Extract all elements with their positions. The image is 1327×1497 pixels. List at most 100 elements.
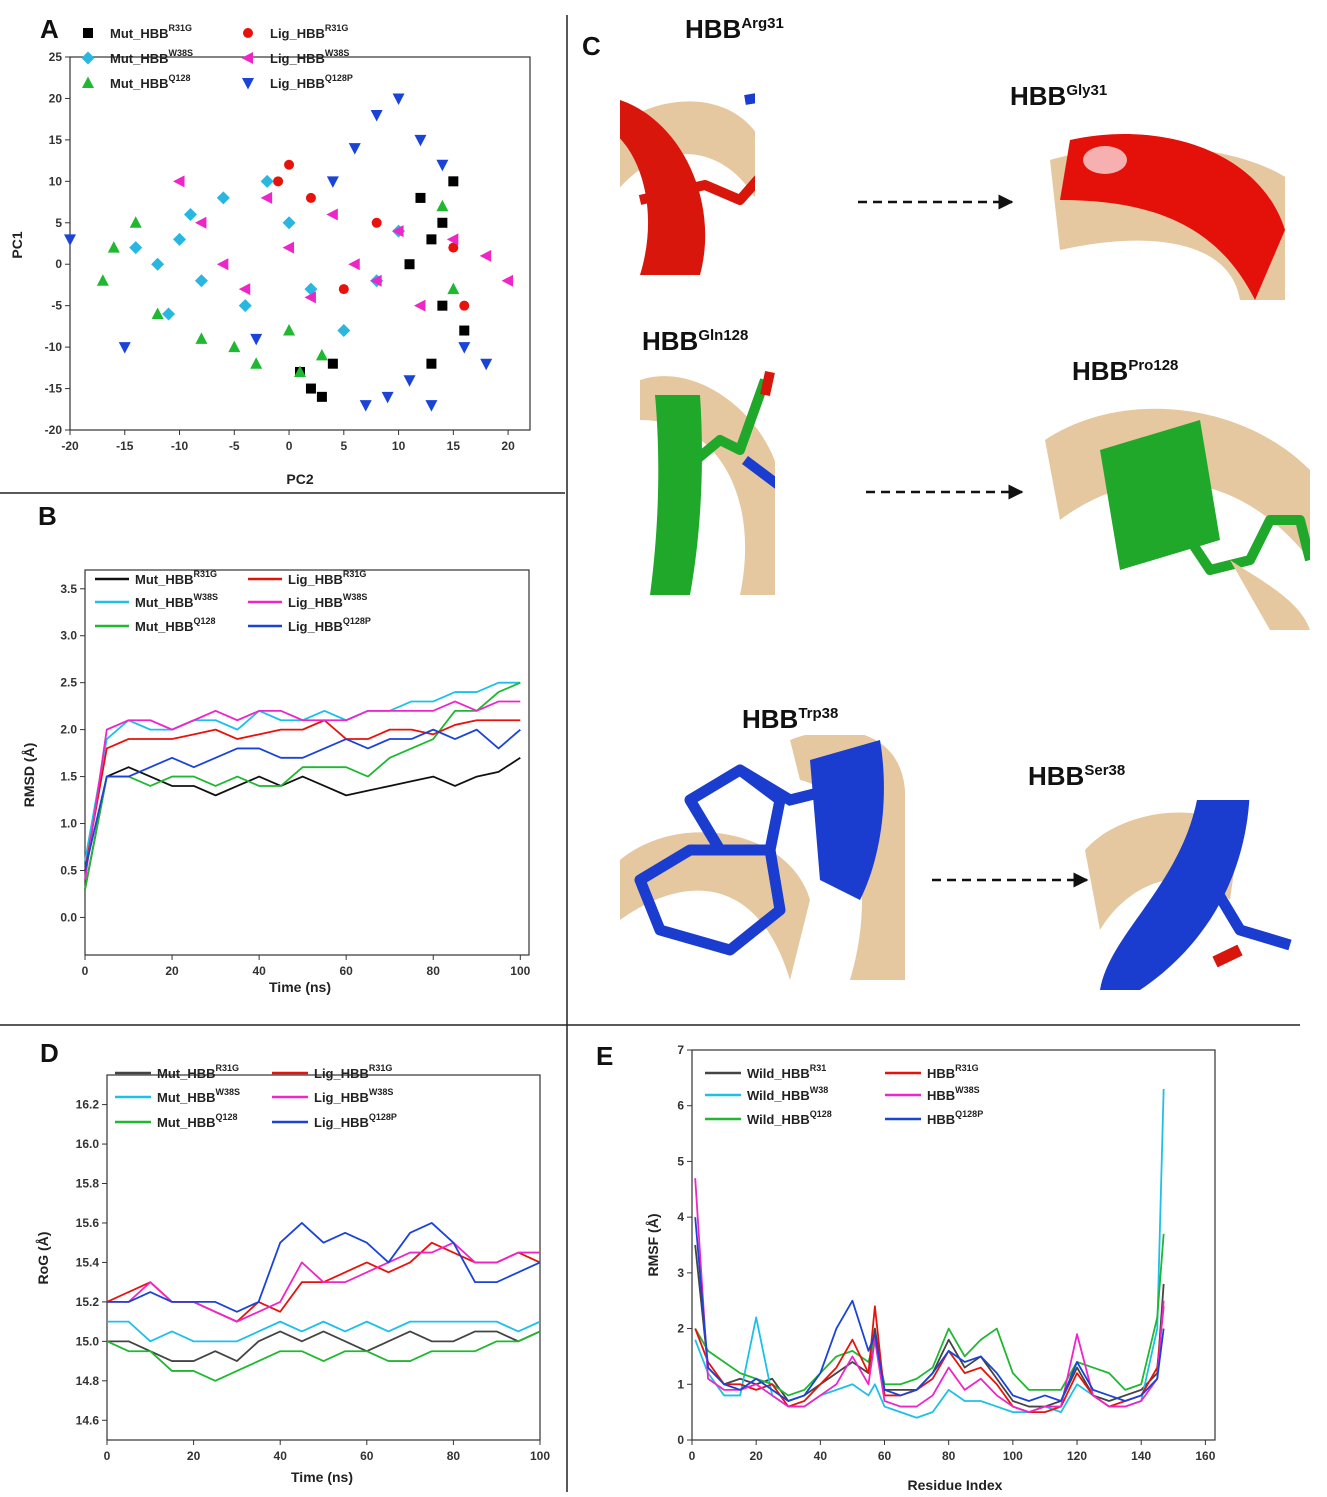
legend-sup: W38S — [169, 48, 194, 58]
legend-label: Mut_HBBR31G — [135, 569, 217, 587]
x-tick-label: 15 — [447, 439, 461, 453]
legend-sup: Q128 — [810, 1109, 832, 1119]
point — [426, 234, 436, 244]
structure-label: HBBGly31 — [1010, 81, 1107, 111]
label-sup: Gly31 — [1066, 82, 1107, 99]
series-line — [107, 1331, 540, 1361]
structure-image — [1050, 134, 1290, 300]
point — [426, 359, 436, 369]
legend-name: Mut_HBB — [110, 51, 169, 66]
y-tick-label: 16.0 — [76, 1137, 100, 1151]
legend-sup: Q128 — [169, 73, 191, 83]
structure-label: HBBGln128 — [642, 326, 748, 356]
y-tick-label: 1.0 — [60, 817, 77, 831]
y-tick-label: 2 — [677, 1322, 684, 1336]
legend-sup: R31G — [955, 1063, 979, 1073]
panel-label: A — [40, 14, 59, 44]
y-axis-title: RMSF (Å) — [645, 1214, 661, 1277]
point — [195, 274, 208, 287]
x-tick-label: -5 — [229, 439, 240, 453]
legend-sup: Q128P — [955, 1109, 983, 1119]
point — [502, 275, 513, 287]
y-tick-label: 25 — [49, 50, 63, 64]
legend-sup: Q128P — [369, 1112, 397, 1122]
y-tick-label: -5 — [51, 299, 62, 313]
point — [239, 299, 252, 312]
point — [173, 175, 185, 187]
y-tick-label: 6 — [677, 1099, 684, 1113]
point — [250, 334, 262, 346]
point — [283, 242, 295, 254]
legend-name: HBB — [927, 1066, 955, 1081]
legend-label: Lig_HBBR31G — [314, 1063, 392, 1081]
x-tick-label: 20 — [501, 439, 515, 453]
y-tick-label: 15.4 — [76, 1255, 100, 1269]
legend-name: HBB — [927, 1088, 955, 1103]
x-tick-label: -15 — [116, 439, 134, 453]
legend-label: HBBQ128P — [927, 1109, 983, 1127]
label-sup: Pro128 — [1128, 357, 1178, 374]
point — [436, 160, 448, 172]
series-line — [85, 701, 520, 879]
x-tick-label: 20 — [749, 1449, 763, 1463]
y-tick-label: 0 — [55, 257, 62, 271]
series-line — [85, 730, 520, 871]
x-tick-label: 160 — [1195, 1449, 1215, 1463]
point — [184, 208, 197, 221]
point — [306, 384, 316, 394]
legend-sup: R31G — [216, 1063, 240, 1073]
label-sup: Ser38 — [1084, 762, 1125, 779]
legend-sup: W38S — [216, 1087, 241, 1097]
point — [458, 342, 470, 354]
legend-name: HBB — [927, 1112, 955, 1127]
point — [195, 217, 207, 229]
point — [283, 324, 295, 336]
x-axis-title: Time (ns) — [291, 1469, 353, 1485]
legend-sup: W38S — [325, 48, 350, 58]
legend-label: Mut_HBBW38S — [157, 1087, 240, 1105]
point — [360, 400, 372, 412]
series-line — [85, 758, 520, 889]
point — [317, 392, 327, 402]
y-tick-label: 2.5 — [60, 676, 77, 690]
legend-sup: R31G — [325, 23, 349, 33]
point — [436, 200, 448, 212]
y-tick-label: 20 — [49, 91, 63, 105]
x-tick-label: 0 — [104, 1449, 111, 1463]
legend-sup: W38S — [194, 592, 219, 602]
point — [108, 241, 120, 253]
legend-swatch — [242, 78, 254, 90]
y-tick-label: 4 — [677, 1210, 684, 1224]
legend-swatch — [83, 28, 93, 38]
point — [448, 176, 458, 186]
legend-swatch — [243, 28, 253, 38]
label-base: HBB — [685, 14, 741, 44]
y-tick-label: 16.2 — [76, 1098, 100, 1112]
structure-label: HBBPro128 — [1072, 356, 1178, 386]
x-tick-label: -20 — [61, 439, 79, 453]
x-tick-label: 10 — [392, 439, 406, 453]
point — [326, 208, 338, 220]
structure-image — [1045, 409, 1310, 630]
legend-sup: Q128 — [216, 1112, 238, 1122]
legend-sup: R31 — [810, 1063, 827, 1073]
point — [328, 359, 338, 369]
legend-label: Lig_HBBR31G — [288, 569, 366, 587]
point — [437, 218, 447, 228]
structure-image — [640, 372, 785, 595]
x-tick-label: 120 — [1067, 1449, 1087, 1463]
y-axis-title: RoG (Å) — [35, 1232, 51, 1285]
y-tick-label: 3.5 — [60, 582, 77, 596]
structure-image — [620, 731, 905, 980]
legend-label: Mut_HBBQ128 — [110, 73, 191, 91]
x-tick-label: 40 — [814, 1449, 828, 1463]
point — [239, 283, 251, 295]
y-tick-label: 5 — [677, 1154, 684, 1168]
panel-label: E — [596, 1041, 613, 1071]
y-tick-label: 10 — [49, 174, 63, 188]
legend-name: Mut_HBB — [157, 1090, 216, 1105]
x-tick-label: 80 — [942, 1449, 956, 1463]
point — [405, 259, 415, 269]
point — [250, 357, 262, 369]
legend-name: Mut_HBB — [135, 595, 194, 610]
